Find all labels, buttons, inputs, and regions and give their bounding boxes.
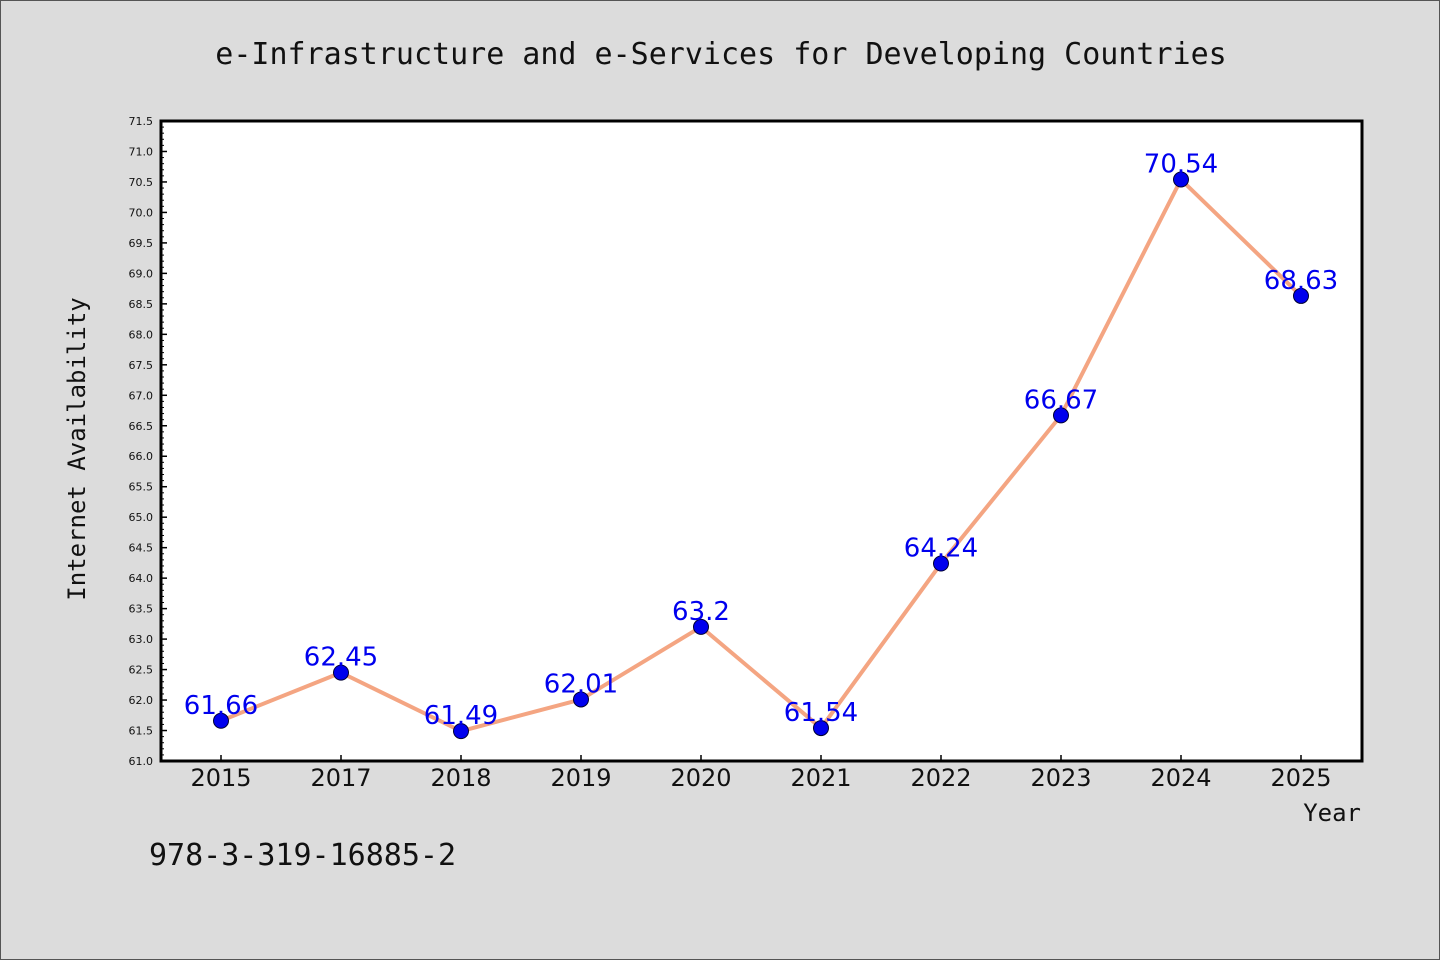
plot-area (159, 119, 1364, 763)
series-internet-availability (213, 171, 1309, 740)
y-tick-label: 63.5 (129, 603, 154, 616)
data-label: 70.54 (1144, 150, 1218, 180)
y-tick-label: 68.5 (129, 298, 154, 311)
x-tick-label: 2025 (1270, 764, 1331, 792)
y-tick-label: 68.0 (129, 328, 154, 341)
y-tick-label: 69.5 (129, 237, 154, 250)
y-tick-label: 66.0 (129, 450, 154, 463)
x-tick-label: 2022 (910, 764, 971, 792)
y-tick-label: 67.5 (129, 359, 154, 372)
chart-title: e-Infrastructure and e-Services for Deve… (215, 37, 1226, 72)
data-label: 63.2 (672, 597, 730, 627)
y-tick-label: 61.5 (129, 725, 154, 738)
y-tick-label: 62.0 (129, 694, 154, 707)
x-tick-label: 2018 (430, 764, 491, 792)
y-tick-label: 62.5 (129, 664, 154, 677)
data-labels: 61.66 62.45 61.49 62.01 63.2 61.54 64.24 66.67 7… (184, 150, 1338, 732)
footer-isbn: 978-3-319-16885-2 (149, 838, 456, 873)
y-axis: 61.0 61.5 62.0 62.5 63.0 63.5 64.0 64.5 65.0 65.5… (129, 115, 167, 768)
x-tick-label: 2020 (670, 764, 731, 792)
data-label: 62.01 (544, 669, 618, 699)
data-label: 66.67 (1024, 385, 1098, 415)
data-point (453, 723, 469, 740)
x-tick-label: 2021 (790, 764, 851, 792)
data-point (933, 555, 949, 572)
data-label: 61.49 (424, 701, 498, 731)
y-tick-label: 70.0 (129, 206, 154, 219)
y-tick-label: 71.5 (129, 115, 154, 128)
y-axis-label: Internet Availability (63, 297, 91, 600)
x-tick-label: 2024 (1150, 764, 1211, 792)
x-tick-label: 2019 (550, 764, 611, 792)
series-line (220, 177, 1303, 734)
y-tick-label: 69.0 (129, 267, 154, 280)
y-tick-label: 64.0 (129, 572, 154, 585)
x-axis: 2015 2017 2018 2019 2020 2021 2022 2023 2024 2025 (190, 755, 1332, 792)
data-label: 64.24 (904, 534, 978, 564)
data-point (1173, 171, 1189, 188)
data-label: 61.66 (184, 691, 258, 721)
data-point (333, 664, 349, 681)
data-label: 68.63 (1264, 266, 1338, 296)
data-label: 61.54 (784, 698, 858, 728)
data-point (1293, 287, 1309, 304)
y-tick-label: 65.0 (129, 511, 154, 524)
data-point (213, 712, 229, 729)
x-axis-label: Year (1303, 799, 1361, 827)
y-tick-label: 65.5 (129, 481, 154, 494)
data-label: 62.45 (304, 643, 378, 673)
x-tick-label: 2015 (190, 764, 251, 792)
y-tick-label: 66.5 (129, 420, 154, 433)
y-tick-label: 67.0 (129, 389, 154, 402)
y-tick-label: 64.5 (129, 542, 154, 555)
data-point (573, 691, 589, 708)
y-tick-label: 63.0 (129, 633, 154, 646)
data-point (1053, 407, 1069, 424)
x-tick-label: 2023 (1030, 764, 1091, 792)
data-point (693, 618, 709, 635)
y-tick-label: 71.0 (129, 145, 154, 158)
x-tick-label: 2017 (310, 764, 371, 792)
y-tick-label: 70.5 (129, 176, 154, 189)
data-point (813, 720, 829, 737)
y-tick-label: 61.0 (129, 755, 154, 768)
